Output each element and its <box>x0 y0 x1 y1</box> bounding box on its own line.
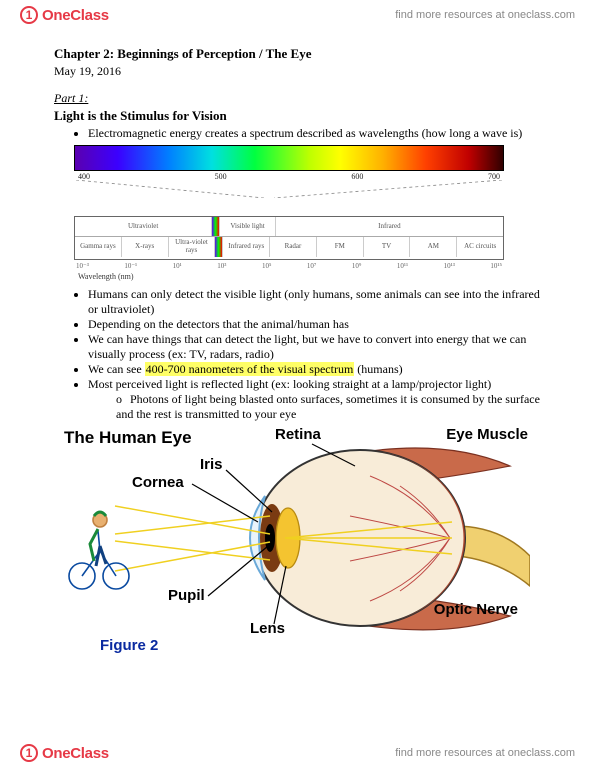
part-label: Part 1: <box>54 91 547 106</box>
em-exp: 10¹ <box>173 262 182 270</box>
bullet-item: We can see 400-700 nanometers of the vis… <box>88 362 547 377</box>
em-exp: 10⁹ <box>352 262 361 270</box>
label-eye-muscle: Eye Muscle <box>446 426 528 443</box>
projection-lines <box>74 180 504 198</box>
bullet-list-mid: Humans can only detect the visible light… <box>54 287 547 422</box>
bullet-item: Depending on the detectors that the anim… <box>88 317 547 332</box>
em-band-label: Infrared <box>276 217 503 236</box>
em-band-label: FM <box>317 237 364 257</box>
label-iris: Iris <box>200 456 223 473</box>
bullet-list-top: Electromagnetic energy creates a spectru… <box>54 126 547 141</box>
em-exponent-axis: 10⁻³ 10⁻¹ 10¹ 10³ 10⁵ 10⁷ 10⁹ 10¹¹ 10¹³ … <box>74 260 504 270</box>
em-band-label: TV <box>364 237 411 257</box>
label-pupil: Pupil <box>168 587 205 604</box>
figure-caption: Figure 2 <box>100 637 158 654</box>
em-exp: 10³ <box>217 262 226 270</box>
bullet-item: We can have things that can detect the l… <box>88 332 547 362</box>
em-band-label: Radar <box>270 237 317 257</box>
document-body: Chapter 2: Beginnings of Perception / Th… <box>0 30 595 662</box>
page-footer: 1 OneClass find more resources at onecla… <box>0 738 595 768</box>
brand-logo: 1 OneClass <box>20 6 109 24</box>
footer-link[interactable]: find more resources at oneclass.com <box>395 747 575 759</box>
label-lens: Lens <box>250 620 285 637</box>
brand-name: OneClass <box>42 745 109 762</box>
text: We can see <box>88 362 145 376</box>
brand-icon: 1 <box>20 744 38 762</box>
em-band-label: AC circuits <box>457 237 503 257</box>
bullet-item: Humans can only detect the visible light… <box>88 287 547 317</box>
em-spectrum-band: Ultraviolet Visible light Infrared Gamma… <box>74 216 504 260</box>
bullet-item: Most perceived light is reflected light … <box>88 377 547 392</box>
em-exp: 10⁻³ <box>76 262 89 270</box>
eye-diagram-svg <box>60 426 530 654</box>
em-exp: 10¹⁵ <box>490 262 502 270</box>
bullet-item: Electromagnetic energy creates a spectru… <box>88 126 547 141</box>
label-optic-nerve: Optic Nerve <box>434 602 518 618</box>
brand-name: OneClass <box>42 7 109 24</box>
em-band-label: Gamma rays <box>75 237 122 257</box>
wavelength-caption: Wavelength (nm) <box>78 272 504 281</box>
em-visible-sliver <box>212 217 220 236</box>
em-band-label: Infrared rays <box>223 237 270 257</box>
em-band-label: Ultra-violet rays <box>169 237 216 257</box>
em-exp: 10¹³ <box>444 262 455 270</box>
date: May 19, 2016 <box>54 64 547 79</box>
brand-icon: 1 <box>20 6 38 24</box>
page-header: 1 OneClass find more resources at onecla… <box>0 0 595 30</box>
em-visible-sliver <box>215 237 223 257</box>
header-link[interactable]: find more resources at oneclass.com <box>395 9 575 21</box>
em-band-label: X-rays <box>122 237 169 257</box>
em-band-label: Visible light <box>220 217 276 236</box>
em-band-label: AM <box>410 237 457 257</box>
em-exp: 10⁻¹ <box>124 262 137 270</box>
label-retina: Retina <box>275 426 321 443</box>
em-exp: 10¹¹ <box>397 262 408 270</box>
sub-bullet-list: Photons of light being blasted onto surf… <box>88 392 547 422</box>
em-exp: 10⁷ <box>307 262 316 270</box>
chapter-title: Chapter 2: Beginnings of Perception / Th… <box>54 46 547 62</box>
label-cornea: Cornea <box>132 474 184 491</box>
text: (humans) <box>354 362 402 376</box>
em-band-label: Ultraviolet <box>75 217 212 236</box>
spectrum-figure: 400 500 600 700 Ultraviolet Visible ligh… <box>74 145 504 281</box>
eye-figure: The Human Eye <box>60 426 530 654</box>
em-exp: 10⁵ <box>262 262 271 270</box>
visible-spectrum-bar <box>74 145 504 171</box>
sub-bullet-item: Photons of light being blasted onto surf… <box>116 392 547 422</box>
section-heading: Light is the Stimulus for Vision <box>54 108 547 124</box>
brand-logo: 1 OneClass <box>20 744 109 762</box>
highlighted-text: 400-700 nanometers of the visual spectru… <box>145 362 355 376</box>
